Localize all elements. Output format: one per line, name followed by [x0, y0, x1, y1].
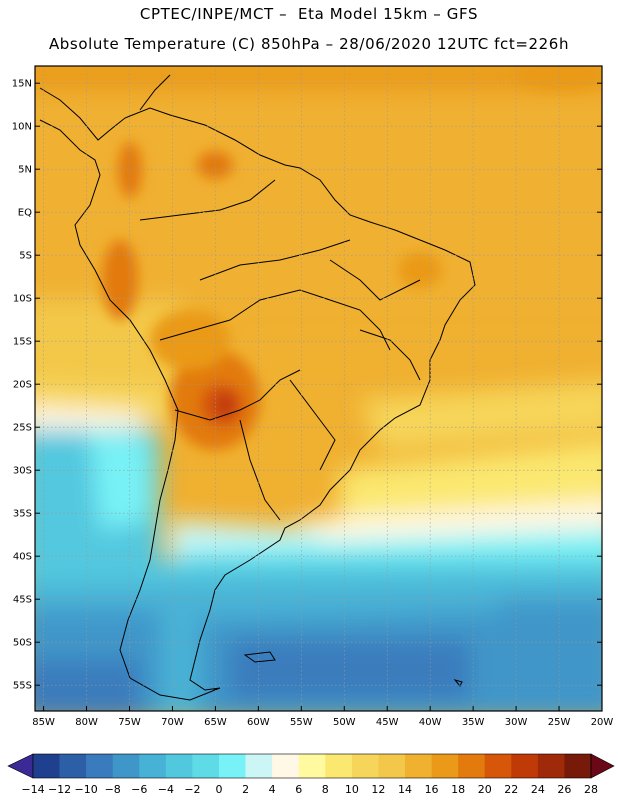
colorbar-swatch	[511, 754, 539, 778]
colorbar-swatch	[192, 754, 220, 778]
colorbar-swatch	[484, 754, 512, 778]
colorbar-tick-label: −2	[184, 783, 200, 796]
colorbar-tick-label: 2	[242, 783, 249, 796]
coastlines	[39, 74, 476, 701]
colorbar-tick-label: 28	[584, 783, 598, 796]
lat-label: 20S	[13, 380, 32, 391]
colorbar-tick-label: 20	[478, 783, 492, 796]
colorbar-tick-label: 22	[504, 783, 518, 796]
map-frame	[34, 65, 603, 712]
lat-label: 50S	[13, 638, 32, 649]
lon-label: 65W	[204, 717, 227, 728]
colorbar-tick-label: −6	[131, 783, 147, 796]
colorbar-frame	[32, 753, 592, 779]
colorbar-tick-label: 0	[216, 783, 223, 796]
colorbar-swatch	[458, 754, 486, 778]
colorbar-tick-label: 18	[451, 783, 465, 796]
lon-label: 60W	[247, 717, 270, 728]
colorbar-high-arrow	[590, 753, 615, 779]
colorbar	[7, 753, 615, 779]
lat-label: EQ	[18, 208, 32, 219]
colorbar-tick-label: −10	[75, 783, 98, 796]
colorbar-tick-label: 12	[371, 783, 385, 796]
lat-label: 10S	[13, 294, 32, 305]
colorbar-swatch	[33, 754, 60, 778]
lat-label: 45S	[13, 595, 32, 606]
graticule	[35, 66, 602, 711]
colorbar-tick-label: 26	[557, 783, 571, 796]
colorbar-tick-label: −14	[21, 783, 44, 796]
lat-label: 55S	[13, 681, 32, 692]
lon-label: 70W	[161, 717, 184, 728]
colorbar-swatch	[325, 754, 353, 778]
colorbar-tick-label: 6	[295, 783, 302, 796]
colorbar-swatch	[165, 754, 193, 778]
colorbar-swatch	[405, 754, 432, 778]
lat-label: 10N	[12, 122, 32, 133]
lon-label: 85W	[32, 717, 55, 728]
colorbar-swatch	[431, 754, 459, 778]
colorbar-swatch	[298, 754, 326, 778]
colorbar-tick-label: 24	[531, 783, 545, 796]
lon-label: 75W	[118, 717, 141, 728]
lon-label: 35W	[462, 717, 485, 728]
colorbar-swatch	[59, 754, 87, 778]
lon-label: 80W	[75, 717, 98, 728]
colorbar-tick-label: 8	[322, 783, 329, 796]
lat-label: 40S	[13, 552, 32, 563]
colorbar-tick-label: −8	[105, 783, 121, 796]
colorbar-swatch	[219, 754, 246, 778]
lon-label: 40W	[419, 717, 442, 728]
lat-label: 15S	[13, 337, 32, 348]
latitude-axis: 15N 10N 5N EQ 5S 10S 15S 20S 25S 30S 35S 40S 45S 50S 5…	[12, 79, 602, 692]
lon-label: 45W	[376, 717, 399, 728]
lon-label: 20W	[591, 717, 614, 728]
lon-label: 55W	[290, 717, 313, 728]
colorbar-swatch	[272, 754, 300, 778]
colorbar-low-arrow	[7, 753, 34, 779]
colorbar-labels: −14 −12 −10 −8 −6 −4 −2 0 2 4 6 8 10 12 14 16 18 20 22 24 26…	[21, 783, 598, 796]
colorbar-tick-label: −4	[158, 783, 174, 796]
lon-label: 30W	[505, 717, 528, 728]
longitude-axis: 85W 80W 75W 70W 65W 60W 55W 50W 45W 40W 35W 30W 25W 2…	[32, 706, 613, 728]
lat-label: 5S	[19, 251, 32, 262]
lat-label: 5N	[18, 165, 32, 176]
lon-label: 50W	[333, 717, 356, 728]
colorbar-swatch	[245, 754, 273, 778]
colorbar-tick-label: 14	[398, 783, 412, 796]
temperature-field	[35, 66, 602, 711]
lat-label: 25S	[13, 423, 32, 434]
colorbar-swatch	[564, 754, 592, 778]
colorbar-swatch	[112, 754, 140, 778]
colorbar-tick-label: 16	[425, 783, 439, 796]
colorbar-swatch	[139, 754, 167, 778]
colorbar-tick-label: 4	[269, 783, 276, 796]
colorbar-swatch	[378, 754, 406, 778]
lat-label: 15N	[12, 79, 32, 90]
colorbar-swatch	[351, 754, 379, 778]
colorbar-swatch	[537, 754, 565, 778]
lon-label: 25W	[548, 717, 571, 728]
colorbar-tick-label: 10	[345, 783, 359, 796]
lat-label: 30S	[13, 466, 32, 477]
lat-label: 35S	[13, 509, 32, 520]
chart-title-line-2: Absolute Temperature (C) 850hPa – 28/06/…	[48, 35, 570, 53]
chart-title-line-1: CPTEC/INPE/MCT – Eta Model 15km – GFS	[139, 5, 479, 23]
colorbar-tick-label: −12	[48, 783, 71, 796]
colorbar-swatch	[86, 754, 114, 778]
